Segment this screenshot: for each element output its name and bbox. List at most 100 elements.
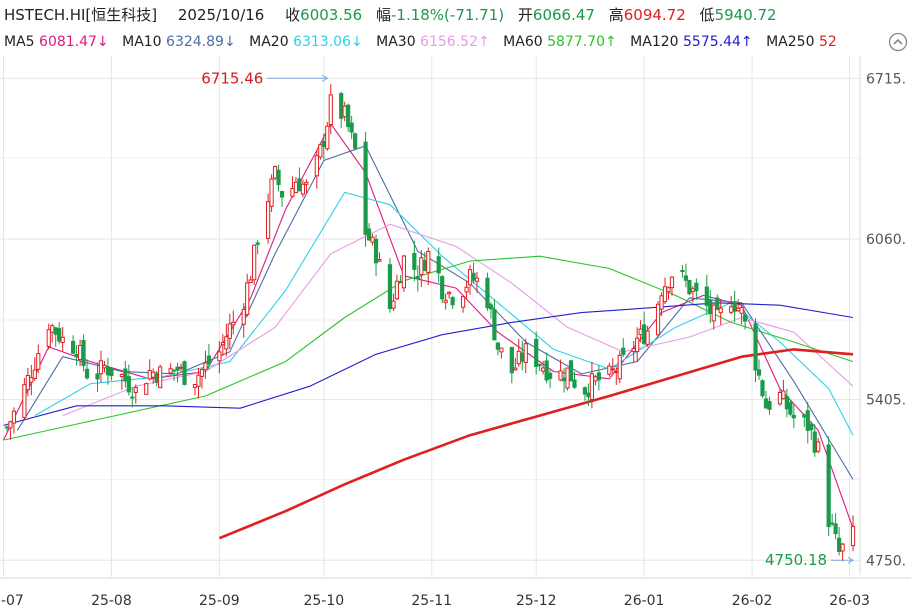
candle-body <box>304 181 309 185</box>
candle-body <box>680 269 685 272</box>
candle-body <box>833 523 838 535</box>
candle-body <box>802 414 807 418</box>
candle-body <box>182 361 187 385</box>
candle-body <box>753 323 758 371</box>
candle-body <box>60 336 65 343</box>
candle-body <box>666 287 671 293</box>
ma30-label: MA30 <box>376 34 416 50</box>
candle-body <box>460 296 466 308</box>
candle-body <box>509 346 514 374</box>
candle-body <box>614 370 619 374</box>
candle-body <box>217 351 222 362</box>
candle-body <box>175 366 180 371</box>
candle-body <box>443 299 448 303</box>
candle-body <box>4 426 10 429</box>
candle-body <box>436 256 441 274</box>
candle-body <box>346 104 351 128</box>
candle-body <box>325 125 330 150</box>
candle-body <box>231 321 236 326</box>
candle-body <box>178 366 184 369</box>
ma10-label: MA10 <box>122 34 162 50</box>
x-tick-label: 26-02 <box>732 593 773 609</box>
candle-body <box>850 525 856 547</box>
candle-body <box>589 373 595 400</box>
candle-body <box>683 275 689 281</box>
candle-body <box>523 343 528 363</box>
candle-body <box>151 371 156 378</box>
candle-body <box>582 387 588 395</box>
x-tick-label: 25-07 <box>0 593 24 609</box>
candle-body <box>158 366 163 389</box>
candle-body <box>363 141 368 235</box>
candle-body <box>565 367 570 389</box>
x-tick-label: 25-10 <box>303 593 344 609</box>
candle-body <box>704 286 709 306</box>
candle-body <box>471 272 476 281</box>
candle-body <box>708 299 713 315</box>
ma10-value: 6324.89↓ <box>166 34 236 50</box>
candle-body <box>568 360 574 382</box>
candle-body <box>474 277 480 282</box>
candle-body <box>168 368 173 374</box>
candle-body <box>736 307 741 312</box>
candle-body <box>715 297 720 310</box>
candle-body <box>255 242 260 245</box>
candle-body <box>711 304 716 322</box>
candle-body <box>8 421 13 429</box>
candle-body <box>541 367 546 372</box>
candle-body <box>321 140 326 148</box>
candle-body <box>788 402 793 415</box>
candle-body <box>391 300 396 309</box>
candle-body <box>415 276 420 279</box>
ma60-label: MA60 <box>503 34 543 50</box>
candle-body <box>499 347 504 353</box>
ma250-value: 52 <box>818 34 837 50</box>
candle-body <box>777 391 783 405</box>
candle-body <box>154 373 159 383</box>
candlestick-chart[interactable]: 6715. 6060. 5405. 4750. 25-07 25-08 25-09 25-1… <box>0 56 911 611</box>
candle-body <box>534 338 539 367</box>
candle-body <box>631 348 636 352</box>
x-tick-label: 26-01 <box>624 593 665 609</box>
candle-body <box>227 323 232 339</box>
candle-body <box>279 191 285 198</box>
candle-body <box>342 105 347 118</box>
candle-body <box>394 280 400 300</box>
close-label: 收 <box>285 6 301 24</box>
y-tick-label: 6060. <box>866 232 906 248</box>
candle-body <box>84 368 90 379</box>
x-tick-label: 25-12 <box>516 593 557 609</box>
candle-body <box>492 309 497 341</box>
candle-body <box>422 259 427 271</box>
candle-body <box>77 344 83 360</box>
change-value: -1.18%(-71.71) <box>390 6 505 24</box>
symbol-name: HSTECH.HI[恒生科技] <box>4 6 158 24</box>
candle-body <box>22 384 27 418</box>
x-tick-label: 26-03 <box>829 593 870 609</box>
y-tick-label: 5405. <box>866 393 906 409</box>
candle-body <box>809 423 814 431</box>
candle-body <box>687 279 692 295</box>
candle-body <box>46 329 51 347</box>
candle-body <box>133 387 138 393</box>
open-label: 开 <box>517 6 533 24</box>
candle-body <box>265 201 271 239</box>
candle-body <box>655 303 661 336</box>
candle-body <box>513 367 518 371</box>
candle-body <box>544 360 549 381</box>
candle-body <box>314 155 319 177</box>
candle-body <box>826 444 831 528</box>
ma60-line <box>3 255 854 441</box>
candle-body <box>690 288 695 292</box>
high-label: 高 <box>608 6 624 24</box>
chevron-up-icon[interactable] <box>888 32 908 52</box>
open-value: 6066.47 <box>532 6 595 24</box>
candle-body <box>645 330 650 345</box>
ma10-line <box>16 145 854 480</box>
candle-body <box>81 339 86 366</box>
candle-body <box>57 328 62 342</box>
candle-body <box>607 365 612 375</box>
candle-body <box>467 269 473 286</box>
candle-body <box>830 522 835 525</box>
candle-body <box>95 373 100 380</box>
